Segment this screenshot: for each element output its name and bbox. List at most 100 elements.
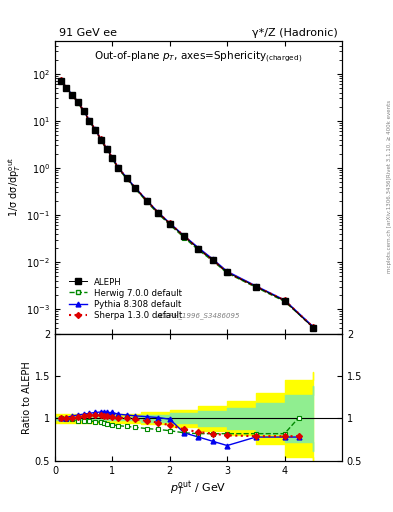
Herwig 7.0.0 default	[211, 258, 215, 264]
Herwig 7.0.0 default	[64, 85, 69, 91]
Pythia 8.308 default	[311, 324, 316, 330]
Pythia 8.308 default	[133, 185, 138, 191]
Herwig 7.0.0 default	[87, 118, 92, 124]
Pythia 8.308 default	[104, 145, 109, 152]
Herwig 7.0.0 default	[125, 176, 129, 182]
Herwig 7.0.0 default	[70, 92, 75, 98]
Herwig 7.0.0 default	[81, 109, 86, 115]
Sherpa 1.3.0 default	[59, 77, 63, 83]
ALEPH	[59, 77, 63, 83]
Sherpa 1.3.0 default	[282, 297, 287, 304]
Text: 91 GeV ee: 91 GeV ee	[59, 28, 117, 38]
ALEPH	[93, 126, 97, 133]
ALEPH	[99, 137, 103, 143]
Herwig 7.0.0 default	[133, 186, 138, 192]
Pythia 8.308 default	[145, 197, 149, 203]
Sherpa 1.3.0 default	[75, 99, 80, 105]
Herwig 7.0.0 default	[167, 222, 172, 228]
Pythia 8.308 default	[182, 233, 187, 239]
Herwig 7.0.0 default	[116, 165, 121, 172]
Sherpa 1.3.0 default	[211, 257, 215, 263]
ALEPH	[75, 99, 80, 105]
Text: mcplots.cern.ch [arXiv:1306.3436]: mcplots.cern.ch [arXiv:1306.3436]	[387, 178, 391, 273]
ALEPH	[211, 257, 215, 263]
Sherpa 1.3.0 default	[133, 185, 138, 191]
Text: Out-of-plane $p_T$, axes=Sphericity$_\mathrm{(charged)}$: Out-of-plane $p_T$, axes=Sphericity$_\ma…	[94, 50, 303, 65]
Sherpa 1.3.0 default	[225, 269, 230, 275]
Herwig 7.0.0 default	[93, 127, 97, 133]
Herwig 7.0.0 default	[156, 211, 161, 217]
Sherpa 1.3.0 default	[93, 126, 97, 133]
ALEPH	[116, 165, 121, 171]
Pythia 8.308 default	[70, 92, 75, 98]
Sherpa 1.3.0 default	[70, 92, 75, 98]
Y-axis label: Ratio to ALEPH: Ratio to ALEPH	[22, 361, 32, 434]
Pythia 8.308 default	[81, 108, 86, 114]
Sherpa 1.3.0 default	[145, 198, 149, 204]
Pythia 8.308 default	[116, 164, 121, 170]
Sherpa 1.3.0 default	[87, 118, 92, 124]
Pythia 8.308 default	[110, 155, 115, 161]
ALEPH	[70, 92, 75, 98]
Sherpa 1.3.0 default	[104, 146, 109, 152]
Pythia 8.308 default	[211, 256, 215, 262]
ALEPH	[167, 221, 172, 227]
ALEPH	[182, 233, 187, 240]
Pythia 8.308 default	[87, 117, 92, 123]
ALEPH	[282, 297, 287, 304]
ALEPH	[104, 146, 109, 152]
ALEPH	[87, 118, 92, 124]
Sherpa 1.3.0 default	[125, 175, 129, 181]
Sherpa 1.3.0 default	[156, 210, 161, 216]
Text: γ*/Z (Hadronic): γ*/Z (Hadronic)	[252, 28, 338, 38]
ALEPH	[196, 246, 201, 252]
Pythia 8.308 default	[93, 126, 97, 133]
Herwig 7.0.0 default	[311, 324, 316, 330]
Sherpa 1.3.0 default	[311, 324, 316, 330]
Text: Rivet 3.1.10, ≥ 400k events: Rivet 3.1.10, ≥ 400k events	[387, 100, 391, 177]
ALEPH	[156, 210, 161, 216]
ALEPH	[225, 269, 230, 275]
Pythia 8.308 default	[99, 136, 103, 142]
Pythia 8.308 default	[167, 220, 172, 226]
Sherpa 1.3.0 default	[116, 165, 121, 171]
Pythia 8.308 default	[75, 99, 80, 105]
Herwig 7.0.0 default	[253, 284, 258, 290]
Pythia 8.308 default	[196, 245, 201, 251]
Line: Sherpa 1.3.0 default: Sherpa 1.3.0 default	[59, 78, 315, 329]
ALEPH	[64, 85, 69, 91]
Herwig 7.0.0 default	[196, 247, 201, 253]
Sherpa 1.3.0 default	[64, 84, 69, 91]
Line: ALEPH: ALEPH	[58, 78, 316, 330]
Pythia 8.308 default	[59, 77, 63, 83]
ALEPH	[110, 155, 115, 161]
Sherpa 1.3.0 default	[167, 220, 172, 226]
Pythia 8.308 default	[125, 175, 129, 181]
ALEPH	[145, 198, 149, 204]
Herwig 7.0.0 default	[75, 99, 80, 105]
Pythia 8.308 default	[64, 84, 69, 91]
Sherpa 1.3.0 default	[253, 284, 258, 290]
Sherpa 1.3.0 default	[196, 246, 201, 252]
Sherpa 1.3.0 default	[81, 108, 86, 114]
Line: Herwig 7.0.0 default: Herwig 7.0.0 default	[58, 78, 316, 330]
Legend: ALEPH, Herwig 7.0.0 default, Pythia 8.308 default, Sherpa 1.3.0 default: ALEPH, Herwig 7.0.0 default, Pythia 8.30…	[65, 274, 186, 324]
Text: ALEPH_1996_S3486095: ALEPH_1996_S3486095	[157, 312, 240, 319]
Herwig 7.0.0 default	[182, 234, 187, 241]
Herwig 7.0.0 default	[59, 78, 63, 84]
ALEPH	[253, 284, 258, 290]
Pythia 8.308 default	[156, 209, 161, 216]
ALEPH	[311, 325, 316, 331]
Herwig 7.0.0 default	[99, 137, 103, 143]
ALEPH	[133, 185, 138, 191]
X-axis label: $p_T^\mathrm{out}$ / GeV: $p_T^\mathrm{out}$ / GeV	[170, 480, 227, 498]
Herwig 7.0.0 default	[110, 156, 115, 162]
Y-axis label: 1/σ dσ/dp$_T^{\mathrm{out}}$: 1/σ dσ/dp$_T^{\mathrm{out}}$	[7, 157, 24, 217]
ALEPH	[125, 175, 129, 181]
ALEPH	[81, 108, 86, 114]
Sherpa 1.3.0 default	[99, 136, 103, 142]
Herwig 7.0.0 default	[145, 199, 149, 205]
Line: Pythia 8.308 default: Pythia 8.308 default	[58, 78, 316, 329]
Herwig 7.0.0 default	[282, 298, 287, 305]
Pythia 8.308 default	[253, 283, 258, 289]
